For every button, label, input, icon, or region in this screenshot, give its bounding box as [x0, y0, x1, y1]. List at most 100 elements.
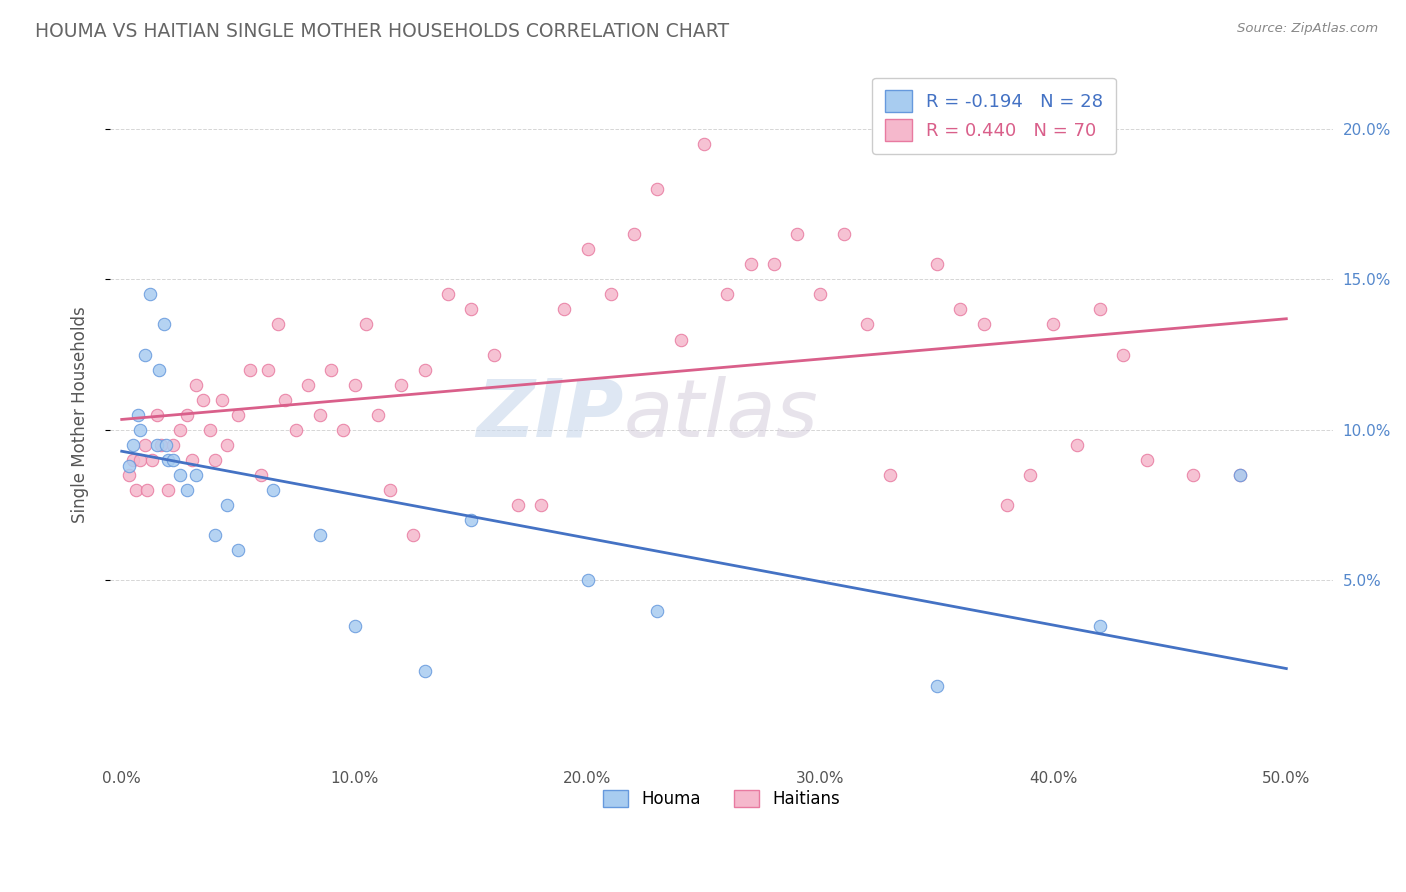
Point — [308, 528, 330, 542]
Point — [623, 227, 645, 241]
Point — [1088, 302, 1111, 317]
Point — [257, 362, 280, 376]
Point — [599, 287, 621, 301]
Point — [856, 318, 879, 332]
Point — [786, 227, 808, 241]
Point — [162, 453, 184, 467]
Point — [460, 513, 482, 527]
Point — [762, 257, 785, 271]
Point — [127, 408, 149, 422]
Point — [553, 302, 575, 317]
Point — [136, 483, 159, 497]
Point — [274, 392, 297, 407]
Point — [413, 664, 436, 678]
Point — [925, 257, 948, 271]
Point — [118, 458, 141, 473]
Point — [402, 528, 425, 542]
Point — [436, 287, 458, 301]
Point — [576, 242, 599, 256]
Point — [413, 362, 436, 376]
Point — [148, 362, 170, 376]
Point — [356, 318, 378, 332]
Point — [832, 227, 855, 241]
Point — [1066, 438, 1088, 452]
Point — [122, 453, 145, 467]
Point — [145, 438, 167, 452]
Point — [118, 468, 141, 483]
Text: HOUMA VS HAITIAN SINGLE MOTHER HOUSEHOLDS CORRELATION CHART: HOUMA VS HAITIAN SINGLE MOTHER HOUSEHOLD… — [35, 22, 730, 41]
Point — [647, 603, 669, 617]
Point — [169, 423, 191, 437]
Point — [162, 438, 184, 452]
Point — [262, 483, 284, 497]
Point — [152, 318, 174, 332]
Point — [879, 468, 901, 483]
Point — [332, 423, 354, 437]
Point — [321, 362, 343, 376]
Point — [1182, 468, 1205, 483]
Point — [226, 408, 249, 422]
Point — [150, 438, 173, 452]
Point — [145, 408, 167, 422]
Point — [226, 543, 249, 558]
Point — [200, 423, 222, 437]
Point — [122, 438, 145, 452]
Point — [1112, 348, 1135, 362]
Point — [740, 257, 762, 271]
Point — [506, 498, 529, 512]
Point — [308, 408, 330, 422]
Point — [215, 438, 238, 452]
Point — [193, 392, 215, 407]
Point — [647, 182, 669, 196]
Point — [1135, 453, 1157, 467]
Point — [460, 302, 482, 317]
Point — [211, 392, 233, 407]
Point — [995, 498, 1018, 512]
Point — [1042, 318, 1064, 332]
Point — [297, 377, 319, 392]
Point — [484, 348, 506, 362]
Point — [949, 302, 972, 317]
Point — [576, 574, 599, 588]
Point — [138, 287, 160, 301]
Point — [169, 468, 191, 483]
Point — [343, 377, 366, 392]
Point — [367, 408, 389, 422]
Point — [1019, 468, 1042, 483]
Point — [285, 423, 308, 437]
Point — [141, 453, 163, 467]
Point — [134, 348, 156, 362]
Point — [669, 333, 692, 347]
Point — [810, 287, 832, 301]
Point — [389, 377, 412, 392]
Point — [343, 618, 366, 632]
Point — [378, 483, 401, 497]
Point — [129, 453, 152, 467]
Point — [125, 483, 148, 497]
Point — [186, 468, 208, 483]
Point — [204, 528, 226, 542]
Point — [239, 362, 262, 376]
Point — [1088, 618, 1111, 632]
Point — [693, 136, 716, 151]
Point — [267, 318, 290, 332]
Point — [1229, 468, 1251, 483]
Text: ZIP: ZIP — [477, 376, 624, 454]
Point — [925, 679, 948, 693]
Legend: Houma, Haitians: Houma, Haitians — [596, 783, 846, 815]
Point — [129, 423, 152, 437]
Y-axis label: Single Mother Households: Single Mother Households — [72, 307, 89, 524]
Point — [157, 483, 180, 497]
Point — [973, 318, 995, 332]
Point — [716, 287, 738, 301]
Point — [157, 453, 180, 467]
Point — [176, 408, 198, 422]
Point — [1229, 468, 1251, 483]
Point — [530, 498, 553, 512]
Point — [250, 468, 273, 483]
Point — [215, 498, 238, 512]
Point — [180, 453, 202, 467]
Text: Source: ZipAtlas.com: Source: ZipAtlas.com — [1237, 22, 1378, 36]
Point — [155, 438, 177, 452]
Point — [134, 438, 156, 452]
